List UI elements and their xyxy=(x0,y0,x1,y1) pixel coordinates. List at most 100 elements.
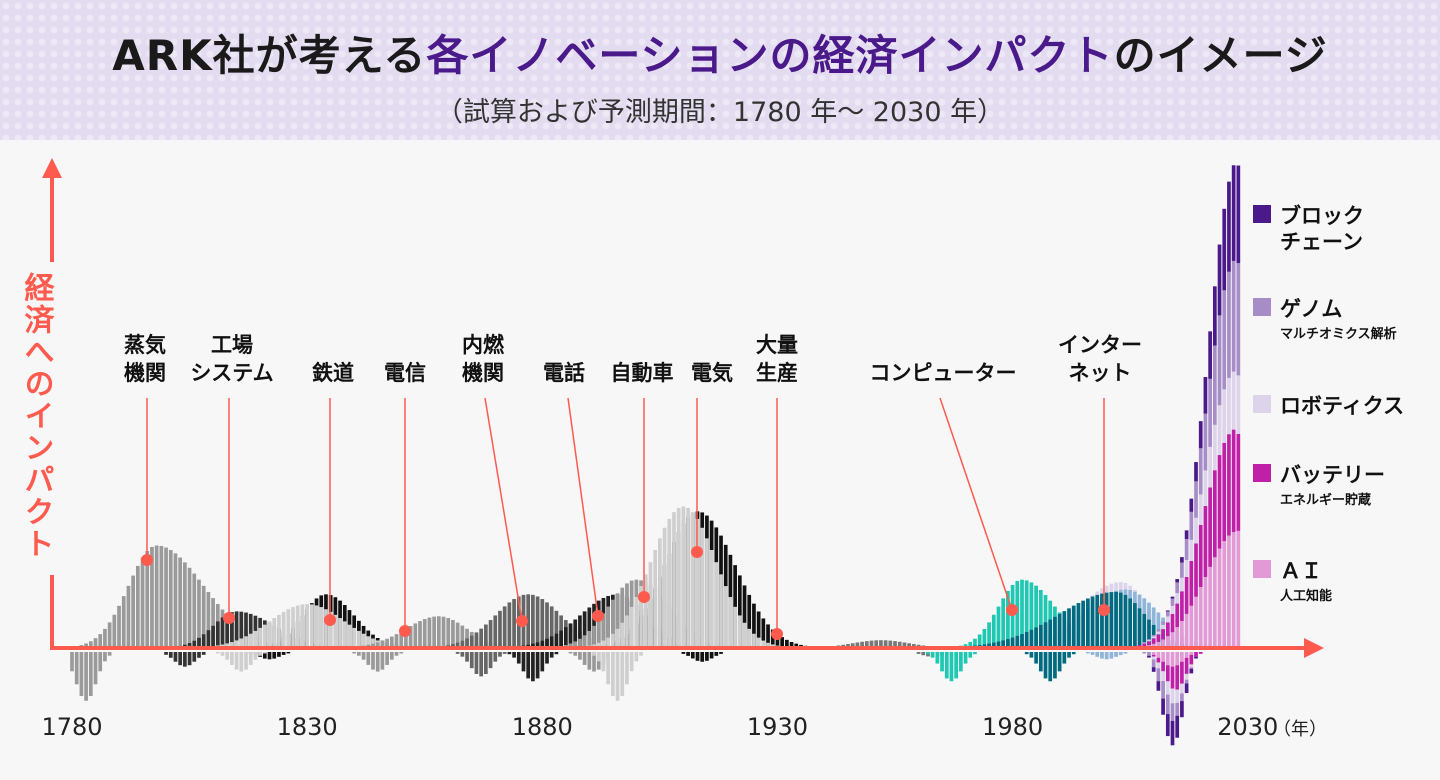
bar-automobile xyxy=(578,638,582,648)
bar-stacked-1-negative xyxy=(1165,665,1170,682)
bar-steam xyxy=(117,605,121,648)
bar-stacked-3-negative xyxy=(1180,693,1184,702)
bar-railway-light xyxy=(357,630,361,648)
bar-automobile xyxy=(596,619,601,648)
bar-combustion-negative xyxy=(474,652,479,675)
bar-stacked-0-negative xyxy=(1156,652,1161,658)
bar-mass-production xyxy=(742,585,747,648)
bar-stacked-3-negative xyxy=(1161,680,1165,699)
bar-steam xyxy=(98,634,103,648)
bar-computer-negative xyxy=(930,652,935,658)
bar-stacked-1 xyxy=(1156,634,1161,642)
bar-factory-negative xyxy=(183,652,187,667)
bar-stacked-4 xyxy=(1203,377,1208,414)
bar-postwar xyxy=(902,642,907,648)
bar-telephone-negative xyxy=(545,652,549,664)
y-axis-label: 経済へのインパクト xyxy=(19,271,55,560)
bar-telegraph xyxy=(427,617,432,648)
bar-stacked-1 xyxy=(1194,543,1198,597)
bar-stacked-3 xyxy=(1175,582,1180,594)
bar-internet xyxy=(1062,611,1067,648)
leader-line xyxy=(484,397,523,622)
bar-stacked-1 xyxy=(1198,524,1203,588)
bar-stacked-0-negative xyxy=(1170,652,1175,667)
bar-factory xyxy=(225,614,230,648)
bar-steam xyxy=(88,641,93,648)
bar-telegraph-negative xyxy=(361,652,366,660)
bar-telegraph-negative xyxy=(385,652,389,665)
bar-internet-halo-negative xyxy=(1118,652,1123,655)
bar-computer xyxy=(1006,590,1010,648)
bar-postwar xyxy=(907,643,911,648)
bar-stacked-2 xyxy=(1217,405,1222,456)
bar-electricity-negative xyxy=(629,652,634,672)
x-tick-label: 2030 xyxy=(1217,713,1278,741)
bar-railway-light xyxy=(300,604,305,648)
bar-steam-negative xyxy=(98,652,103,672)
bar-stacked-4-negative xyxy=(1161,698,1165,715)
bar-stacked-4-negative xyxy=(1170,720,1175,746)
bar-postwar xyxy=(864,641,869,648)
bar-automobile xyxy=(610,599,615,648)
bar-telegraph-negative xyxy=(357,652,361,656)
bar-combustion xyxy=(531,594,535,648)
bar-steam xyxy=(197,579,201,648)
bar-railway-light xyxy=(248,633,253,648)
bar-internet xyxy=(1048,619,1053,648)
bar-stacked-3 xyxy=(1165,611,1170,617)
bar-stacked-2 xyxy=(1189,539,1194,561)
bar-electricity xyxy=(681,506,686,648)
bar-telegraph xyxy=(389,636,394,648)
bar-mass-production-negative xyxy=(709,652,714,659)
bar-electricity xyxy=(610,633,615,648)
bar-internet-halo-negative xyxy=(1104,652,1109,660)
marker-dot xyxy=(223,612,235,624)
bar-electricity xyxy=(596,642,601,648)
bar-stacked-4 xyxy=(1236,165,1241,264)
bar-factory xyxy=(215,621,220,648)
bar-postwar xyxy=(860,641,864,648)
bar-electricity-negative xyxy=(639,652,643,656)
bar-automobile xyxy=(606,606,610,648)
bar-computer xyxy=(996,606,1001,648)
bar-automobile-negative xyxy=(582,652,587,665)
bar-stacked-3 xyxy=(1208,378,1212,447)
bar-internet xyxy=(1024,631,1029,648)
bar-electricity xyxy=(658,538,662,648)
innovation-label-text: システム xyxy=(190,361,273,385)
bar-steam-negative xyxy=(79,652,84,697)
innovation-label-text: 自動車 xyxy=(611,361,674,385)
bar-internet xyxy=(1128,598,1133,648)
bar-stacked-1 xyxy=(1189,560,1194,606)
bar-railway-light-negative xyxy=(258,652,262,656)
bar-stacked-4-negative xyxy=(1184,683,1189,694)
bar-stacked-3 xyxy=(1194,481,1198,518)
marker-dot xyxy=(592,610,604,622)
bar-steam xyxy=(107,622,112,648)
bar-internet xyxy=(1147,619,1151,648)
bar-steam xyxy=(187,567,192,648)
bar-internet-negative xyxy=(1034,652,1038,664)
bar-automobile xyxy=(573,641,578,648)
bar-stacked-2 xyxy=(1184,559,1189,577)
bar-telephone xyxy=(568,623,573,648)
bar-automobile xyxy=(587,630,592,648)
bar-automobile-negative xyxy=(573,652,578,656)
bar-factory xyxy=(244,612,248,648)
bar-stacked-4 xyxy=(1170,596,1175,599)
bar-factory-negative xyxy=(197,652,201,658)
bar-stacked-1 xyxy=(1137,644,1142,647)
bar-telegraph xyxy=(451,620,455,648)
bar-stacked-2 xyxy=(1161,624,1165,630)
legend-label: ブロック xyxy=(1280,204,1364,228)
bar-factory xyxy=(201,634,206,648)
bar-stacked-1-negative xyxy=(1184,657,1189,674)
bar-computer-negative xyxy=(963,652,968,664)
bar-internet xyxy=(1010,637,1015,648)
bar-internet-halo-negative xyxy=(1123,652,1128,654)
bar-stacked-3-negative xyxy=(1165,694,1170,715)
bar-postwar xyxy=(883,640,888,648)
bar-stacked-0-negative xyxy=(1151,652,1156,655)
bar-telegraph-negative xyxy=(394,652,399,656)
